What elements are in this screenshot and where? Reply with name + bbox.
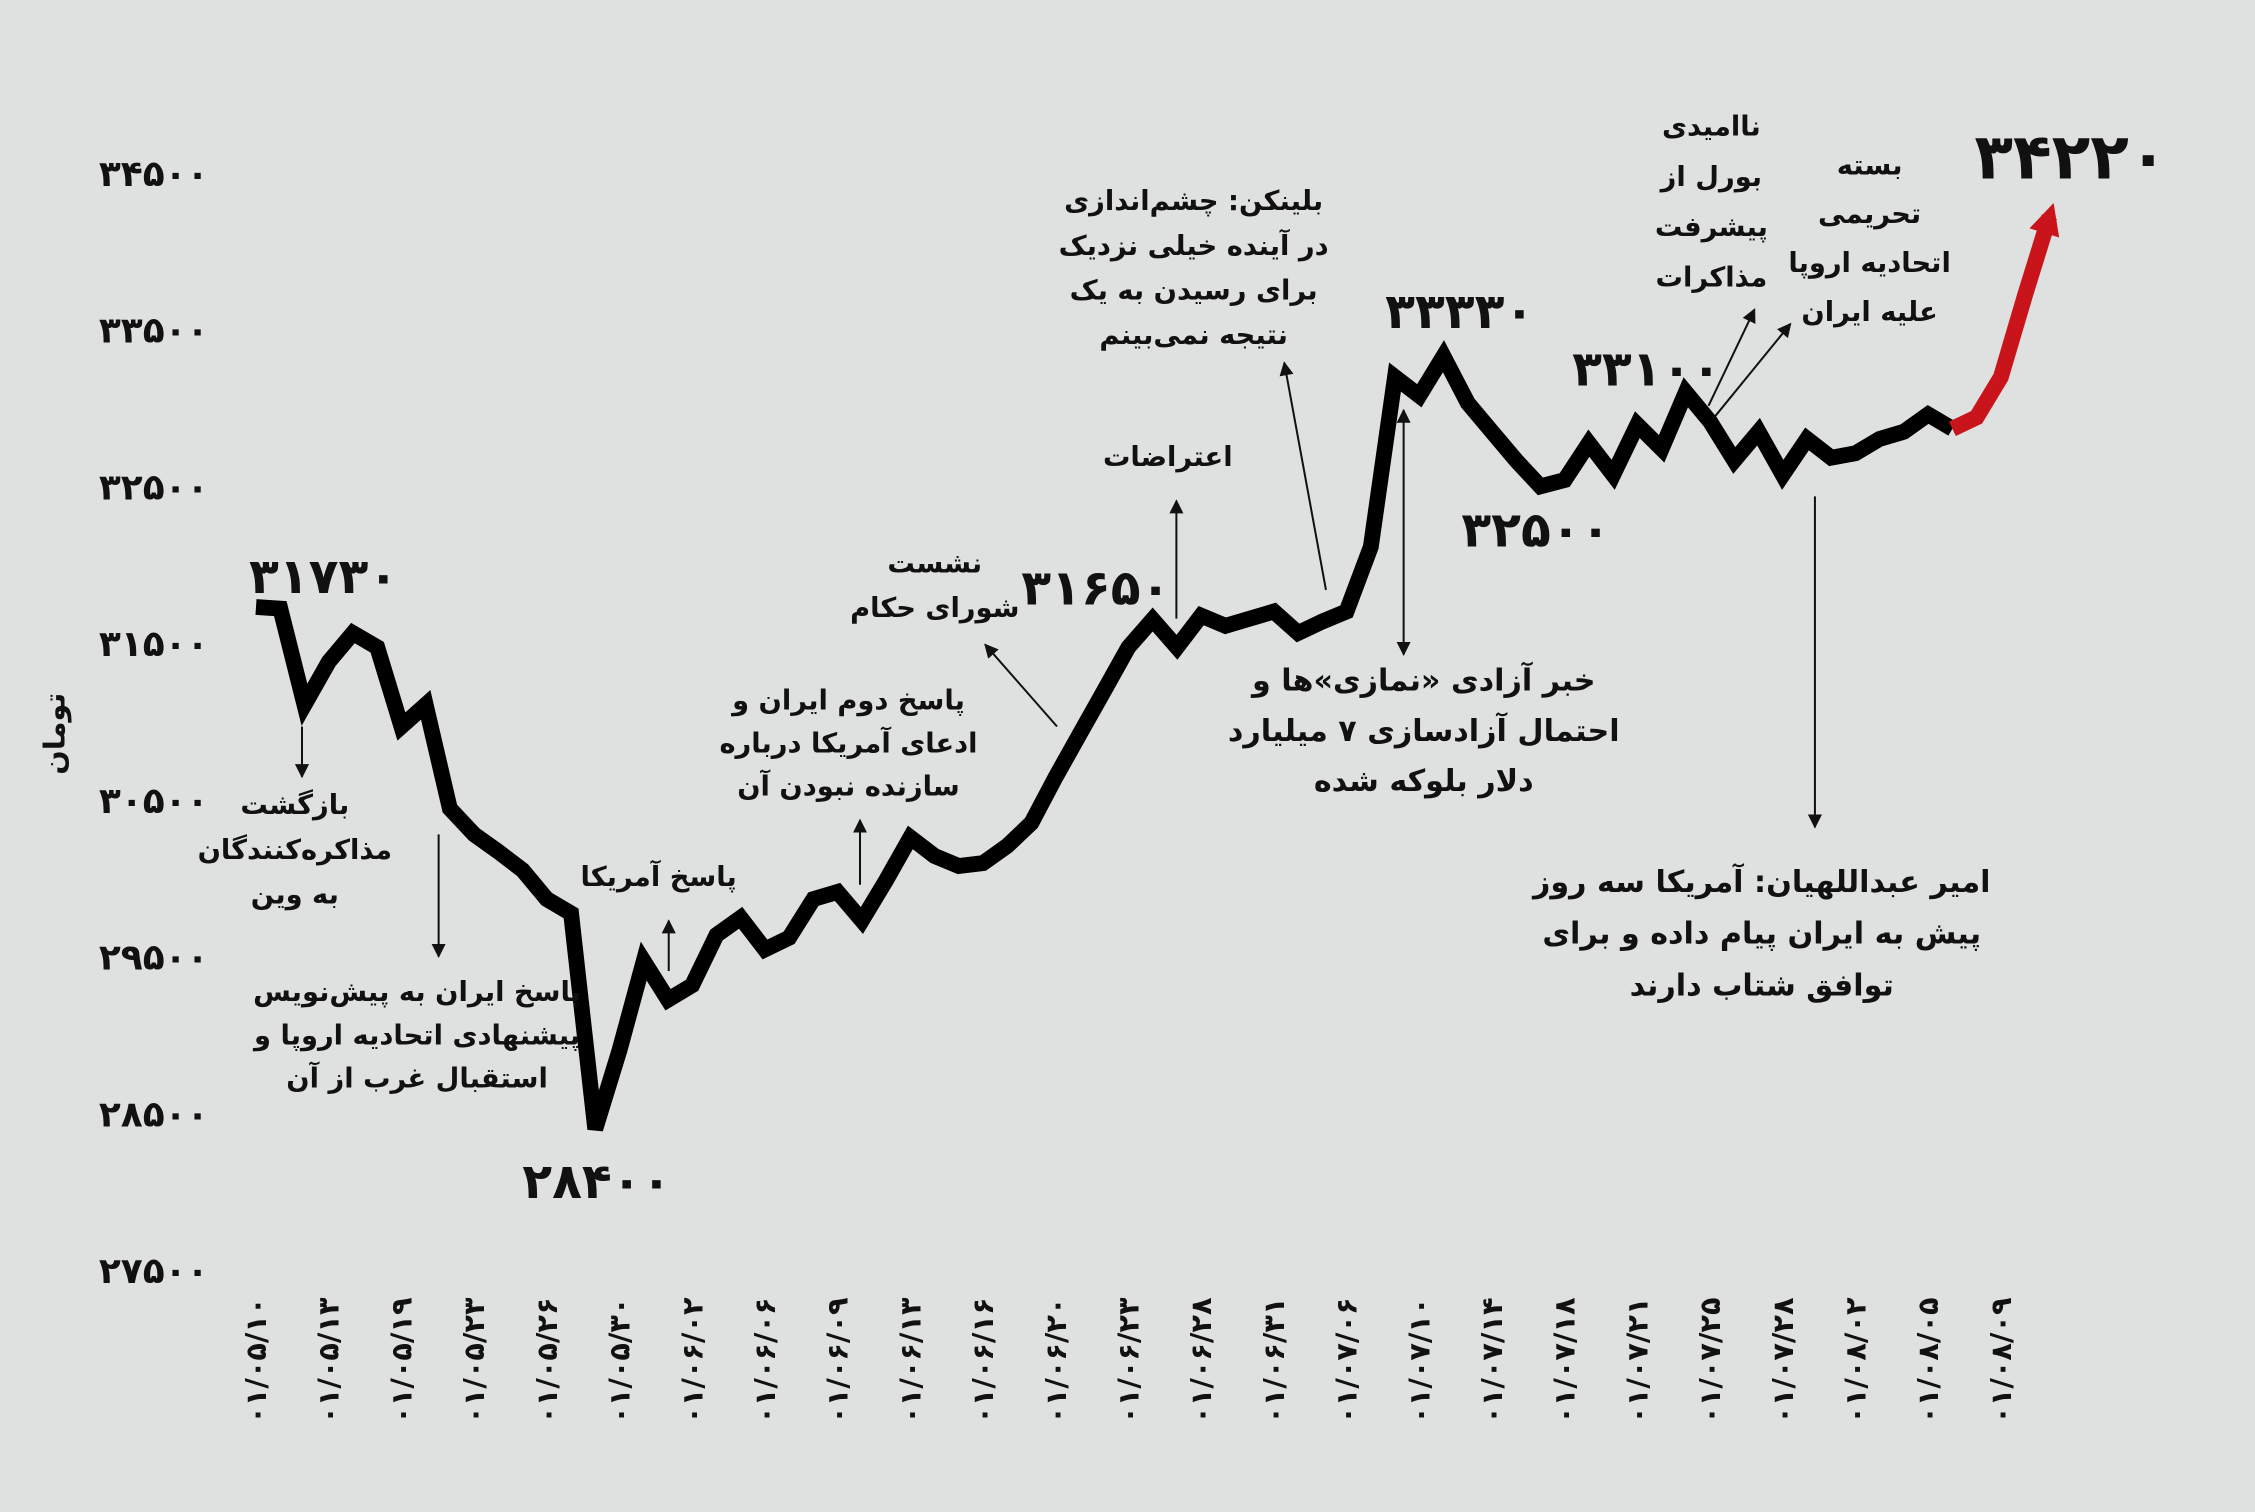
annotation: بورل از [1659,162,1762,193]
x-tick-label: ۰۱/۰۷/۱۸ [1548,1297,1582,1424]
annotation: در آینده خیلی نزدیک [1059,229,1329,262]
annotation-arrows [294,308,1822,972]
y-tick-label: ۲۹۵۰۰ [99,938,209,979]
annotation: نتیجه نمی‌بینم [1099,320,1287,351]
annotation: اتحادیه اروپا [1788,248,1950,279]
price-line [255,340,1957,1132]
annotation: مذاکرات [1656,262,1768,293]
arrow [984,643,1058,728]
arrow [1279,361,1327,591]
y-tick-label: ۳۱۵۰۰ [99,624,209,665]
annotation: بسته [1837,150,1903,181]
annotation: نشست [887,549,982,580]
annotation: پاسخ دوم ایران و [730,685,965,716]
x-tick-label: ۰۱/۰۶/۱۶ [966,1297,1000,1423]
y-tick-label: ۳۲۵۰۰ [99,467,209,508]
annotation: برای رسیدن به یک [1070,275,1318,306]
x-tick-label: ۰۱/۰۶/۲۰ [1039,1297,1073,1423]
price-line-highlight [1949,214,2057,436]
x-tick-label: ۰۱/۰۶/۲۳ [1111,1297,1145,1424]
annotation: مذاکره‌کنندگان [198,834,392,866]
y-tick-label: ۳۰۵۰۰ [99,781,209,822]
y-tick-label: ۳۴۵۰۰ [99,154,209,195]
x-tick-label: ۰۱/۰۵/۳۰ [603,1297,637,1423]
y-tick-label: ۲۷۵۰۰ [99,1251,209,1292]
annotation: احتمال آزادسازی ۷ میلیارد [1228,712,1620,749]
line-arrowhead [2029,202,2060,238]
value-label: ۲۸۴۰۰ [522,1153,671,1210]
annotation: پیش به ایران پیام داده و برای [1542,917,1981,952]
annotation: بلینکن: چشم‌اندازی [1064,186,1323,217]
annotation: پیشرفت [1655,212,1768,243]
x-tick-label: ۰۱/۰۷/۱۴ [1475,1297,1509,1423]
annotation: پاسخ ایران به پیش‌نویس [253,977,581,1008]
x-tick-label: ۰۱/۰۵/۲۶ [530,1297,564,1423]
x-tick-label: ۰۱/۰۶/۲۸ [1184,1297,1218,1424]
x-tick-label: ۰۱/۰۷/۲۵ [1693,1297,1727,1423]
x-tick-label: ۰۱/۰۶/۱۳ [893,1297,927,1424]
annotation: بازگشت [240,789,349,821]
annotation: پاسخ آمریکا [581,860,737,893]
x-tick-label: ۰۱/۰۶/۰۶ [748,1297,782,1423]
x-tick-label: ۰۱/۰۶/۳۱ [1257,1297,1291,1423]
value-label: ۳۴۲۲۰ [1974,120,2167,194]
annotation: پیشنهادی اتحادیه اروپا و [252,1020,580,1051]
y-tick-label: ۲۸۵۰۰ [99,1094,209,1135]
x-tick-label: ۰۱/۰۵/۲۳ [457,1297,491,1424]
x-tick-label: ۰۱/۰۸/۰۲ [1839,1297,1873,1424]
arrow [1713,322,1792,418]
annotation: تحریمی [1818,199,1921,230]
x-tick-label: ۰۱/۰۵/۱۳ [312,1297,346,1424]
annotation: ادعای آمریکا درباره [719,726,977,759]
x-tick-label: ۰۱/۰۸/۰۵ [1911,1297,1945,1423]
x-tick-label: ۰۱/۰۶/۰۲ [675,1297,709,1424]
x-tick-label: ۰۱/۰۷/۱۰ [1402,1297,1436,1423]
value-label: ۳۳۱۰۰ [1572,341,1721,398]
y-tick-label: ۳۳۵۰۰ [99,311,209,352]
x-tick-label: ۰۱/۰۸/۰۹ [1984,1297,2018,1423]
y-axis-label: تومان [38,693,72,775]
annotation: اعتراضات [1103,442,1233,473]
annotation: استقبال غرب از آن [286,1061,548,1094]
value-label: ۳۱۷۳۰ [249,548,398,605]
value-label: ۳۱۶۵۰ [1021,559,1170,616]
annotation: به وین [251,879,339,910]
arrow [1707,308,1756,407]
x-tick-label: ۰۱/۰۷/۰۶ [1330,1297,1364,1423]
annotation: شورای حکام [850,593,1019,624]
x-tick-label: ۰۱/۰۵/۱۰ [239,1297,273,1423]
annotation: علیه ایران [1801,297,1937,328]
annotation: امیر عبداللهیان: آمریکا سه روز [1531,863,1991,900]
annotation: دلار بلوکه شده [1314,764,1534,799]
x-tick-label: ۰۱/۰۵/۱۹ [384,1297,418,1423]
annotation: سازنده نبودن آن [737,770,960,803]
value-label: ۳۲۵۰۰ [1461,502,1610,559]
value-label: ۳۳۳۳۰ [1385,283,1534,340]
x-tick-label: ۰۱/۰۷/۲۱ [1620,1297,1654,1423]
annotation: خبر آزادی «نمازی»ها و [1250,662,1596,699]
x-tick-label: ۰۱/۰۷/۲۸ [1766,1297,1800,1424]
annotation: ناامیدی [1662,111,1761,142]
annotation: توافق شتاب دارند [1630,968,1894,1003]
x-tick-label: ۰۱/۰۶/۰۹ [821,1297,855,1423]
